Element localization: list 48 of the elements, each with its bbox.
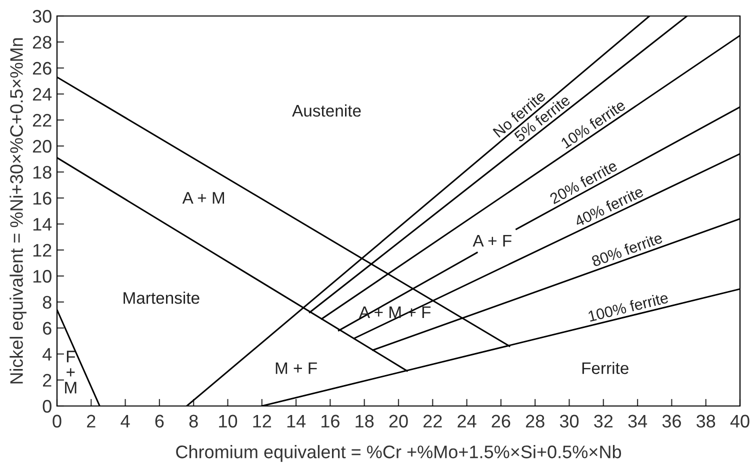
text: 100% ferrite	[588, 292, 669, 322]
x-tick-label: 36	[662, 414, 681, 428]
annotation: Ferrite	[582, 362, 628, 374]
x-tick-label: 38	[696, 414, 716, 428]
y-tick-label: 24	[32, 88, 52, 101]
y-tick-label: 0	[42, 400, 52, 413]
x-tick-label: 2	[87, 414, 96, 428]
x-tick-label: 26	[492, 414, 510, 428]
y-axis-title: Nickel equivalent = %Ni+30×%C+0.5×%Mn	[10, 38, 26, 384]
annotation: M + F	[276, 362, 317, 374]
annotation: Austenite	[292, 104, 361, 117]
annotation: A + M	[182, 192, 224, 204]
y-tick-label: 22	[32, 114, 52, 127]
y-tick-label: 2	[43, 374, 52, 387]
x-tick-label: 18	[356, 414, 374, 428]
x-tick-label: 4	[120, 414, 130, 428]
y-tick-label: 18	[33, 166, 52, 179]
x-tick-label: 34	[628, 414, 648, 428]
y-tick-label: 26	[32, 62, 52, 75]
x-tick-label: 40	[730, 414, 750, 428]
x-axis-title: Chromium equivalent = %Cr +%Mo+1.5%×Si+0.5%×Nb	[176, 445, 622, 462]
annotation: F + M	[65, 350, 76, 394]
y-tick-label: 12	[33, 244, 52, 257]
x-tick-label: 14	[287, 414, 306, 428]
y-tick-label: 4	[42, 348, 52, 361]
x-tick-label: 32	[594, 414, 613, 428]
x-tick-label: 12	[253, 414, 272, 428]
y-tick-label: 28	[32, 36, 52, 49]
y-tick-label: 10	[33, 270, 52, 283]
annotation: A + F	[472, 235, 512, 247]
annotation: Martensite	[124, 292, 200, 304]
text: 80% ferrite	[590, 232, 663, 267]
x-tick-label: 10	[219, 414, 238, 428]
y-tick-label: 6	[43, 322, 52, 335]
x-tick-label: 24	[458, 414, 476, 428]
x-tick-label: 16	[322, 414, 340, 428]
y-tick-label: 8	[42, 296, 52, 309]
x-tick-label: 30	[560, 414, 579, 428]
y-tick-label: 16	[33, 192, 52, 205]
x-tick-label: 0	[52, 414, 62, 428]
x-tick-label: 20	[389, 414, 408, 428]
x-tick-label: 8	[189, 414, 198, 428]
x-tick-label: 28	[526, 414, 544, 428]
x-tick-label: 22	[424, 414, 442, 428]
x-tick-label: 6	[155, 414, 164, 428]
y-tick-label: 20	[32, 140, 52, 153]
y-tick-label: 14	[33, 218, 52, 231]
y-tick-label: 30	[32, 10, 52, 23]
